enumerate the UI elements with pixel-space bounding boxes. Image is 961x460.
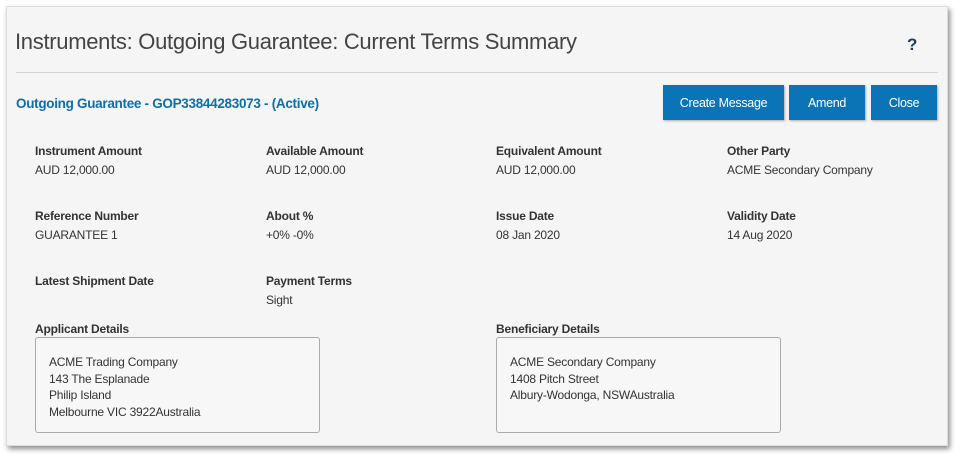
- field-validity-date: Validity Date 14 Aug 2020: [727, 209, 796, 242]
- field-value: AUD 12,000.00: [35, 163, 115, 177]
- close-button[interactable]: Close: [871, 85, 937, 120]
- address-line: 1408 Pitch Street: [510, 371, 599, 386]
- field-about-percent: About % +0% -0%: [266, 209, 314, 242]
- field-value: GUARANTEE 1: [35, 228, 118, 242]
- field-equivalent-amount: Equivalent Amount AUD 12,000.00: [496, 144, 602, 177]
- field-payment-terms: Payment Terms Sight: [266, 274, 352, 307]
- field-label: Latest Shipment Date: [35, 274, 154, 288]
- address-line: Philip Island: [49, 388, 112, 402]
- field-label: Other Party: [727, 144, 791, 158]
- field-label: Validity Date: [727, 209, 796, 223]
- applicant-details-box: ACME Trading Company 143 The Esplanade P…: [35, 337, 320, 433]
- field-value: 08 Jan 2020: [496, 228, 560, 242]
- address-line: ACME Trading Company: [49, 355, 178, 369]
- field-label: Issue Date: [496, 209, 555, 223]
- field-label: Equivalent Amount: [496, 144, 602, 158]
- field-label: Reference Number: [35, 209, 139, 223]
- field-available-amount: Available Amount AUD 12,000.00: [266, 144, 363, 177]
- beneficiary-details-label: Beneficiary Details: [496, 322, 600, 336]
- field-issue-date: Issue Date 08 Jan 2020: [496, 209, 560, 242]
- beneficiary-details-box: ACME Secondary Company 1408 Pitch Street…: [496, 337, 781, 433]
- field-instrument-amount: Instrument Amount AUD 12,000.00: [35, 144, 142, 177]
- field-value: AUD 12,000.00: [496, 163, 576, 177]
- address-line: Melbourne VIC 3922Australia: [49, 404, 201, 419]
- terms-summary-panel: Instruments: Outgoing Guarantee: Current…: [6, 6, 948, 446]
- field-label: About %: [266, 209, 314, 223]
- instrument-heading: Outgoing Guarantee - GOP33844283073 - (A…: [16, 96, 319, 111]
- create-message-button[interactable]: Create Message: [663, 85, 784, 120]
- field-value: +0% -0%: [266, 228, 314, 242]
- field-value: ACME Secondary Company: [727, 163, 873, 177]
- field-latest-shipment-date: Latest Shipment Date: [35, 274, 154, 293]
- field-other-party: Other Party ACME Secondary Company: [727, 144, 873, 177]
- address-line: ACME Secondary Company: [510, 355, 656, 369]
- field-reference-number: Reference Number GUARANTEE 1: [35, 209, 139, 242]
- page-title: Instruments: Outgoing Guarantee: Current…: [15, 29, 577, 54]
- field-label: Payment Terms: [266, 274, 352, 288]
- field-value: Sight: [266, 293, 293, 307]
- field-label: Instrument Amount: [35, 144, 142, 158]
- field-value: AUD 12,000.00: [266, 163, 346, 177]
- amend-button[interactable]: Amend: [789, 85, 865, 120]
- address-line: Albury-Wodonga, NSWAustralia: [510, 388, 675, 402]
- address-line: 143 The Esplanade: [49, 371, 150, 386]
- field-label: Available Amount: [266, 144, 364, 158]
- applicant-details-label: Applicant Details: [35, 322, 129, 336]
- help-icon[interactable]: ?: [907, 35, 918, 54]
- divider: [16, 72, 938, 73]
- field-value: 14 Aug 2020: [727, 228, 793, 242]
